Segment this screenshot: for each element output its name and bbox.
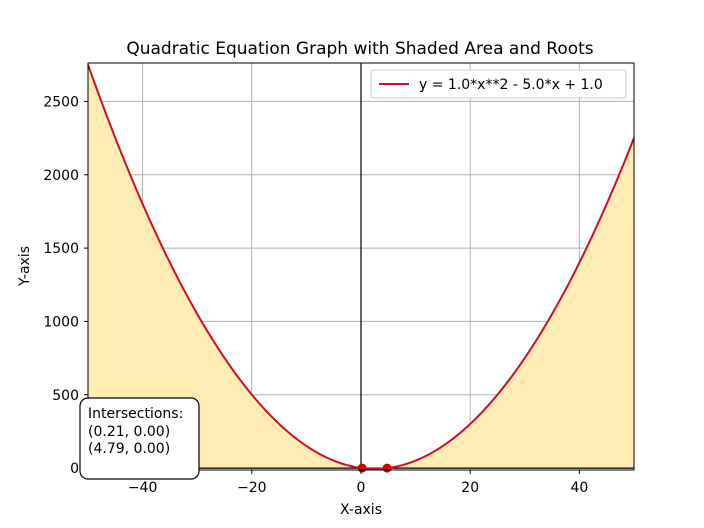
annotation-root-1: (0.21, 0.00) xyxy=(88,424,170,440)
legend: y = 1.0*x**2 - 5.0*x + 1.0 xyxy=(370,69,627,99)
x-tick-label: −40 xyxy=(128,480,158,496)
y-tick-label: 1000 xyxy=(43,314,79,330)
y-tick-label: 2500 xyxy=(43,94,79,110)
y-tick-label: 2000 xyxy=(43,168,79,184)
annotation-box xyxy=(79,397,200,480)
legend-label: y = 1.0*x**2 - 5.0*x + 1.0 xyxy=(419,77,603,93)
y-tick-label: 0 xyxy=(70,461,79,477)
y-axis-label: Y-axis xyxy=(17,246,33,287)
x-axis-label: X-axis xyxy=(340,502,382,518)
x-tick-label: 20 xyxy=(461,480,479,496)
y-tick-label: 1500 xyxy=(43,241,79,257)
annotation-title: Intersections: xyxy=(88,406,183,422)
y-tick-label: 500 xyxy=(52,388,79,404)
ticks: −40 −20 0 20 40 0 500 1000 1500 2000 2500 xyxy=(43,94,588,496)
root-point xyxy=(357,463,367,473)
intersections-annotation: Intersections: (0.21, 0.00) (4.79, 0.00) xyxy=(79,397,200,480)
x-tick-label: −20 xyxy=(237,480,267,496)
root-point xyxy=(382,463,392,473)
shaded-area xyxy=(88,64,634,469)
annotation-root-2: (4.79, 0.00) xyxy=(88,441,170,457)
chart-title: Quadratic Equation Graph with Shaded Are… xyxy=(126,39,593,59)
x-tick-label: 40 xyxy=(570,480,588,496)
legend-box xyxy=(370,69,627,99)
x-tick-label: 0 xyxy=(357,480,366,496)
